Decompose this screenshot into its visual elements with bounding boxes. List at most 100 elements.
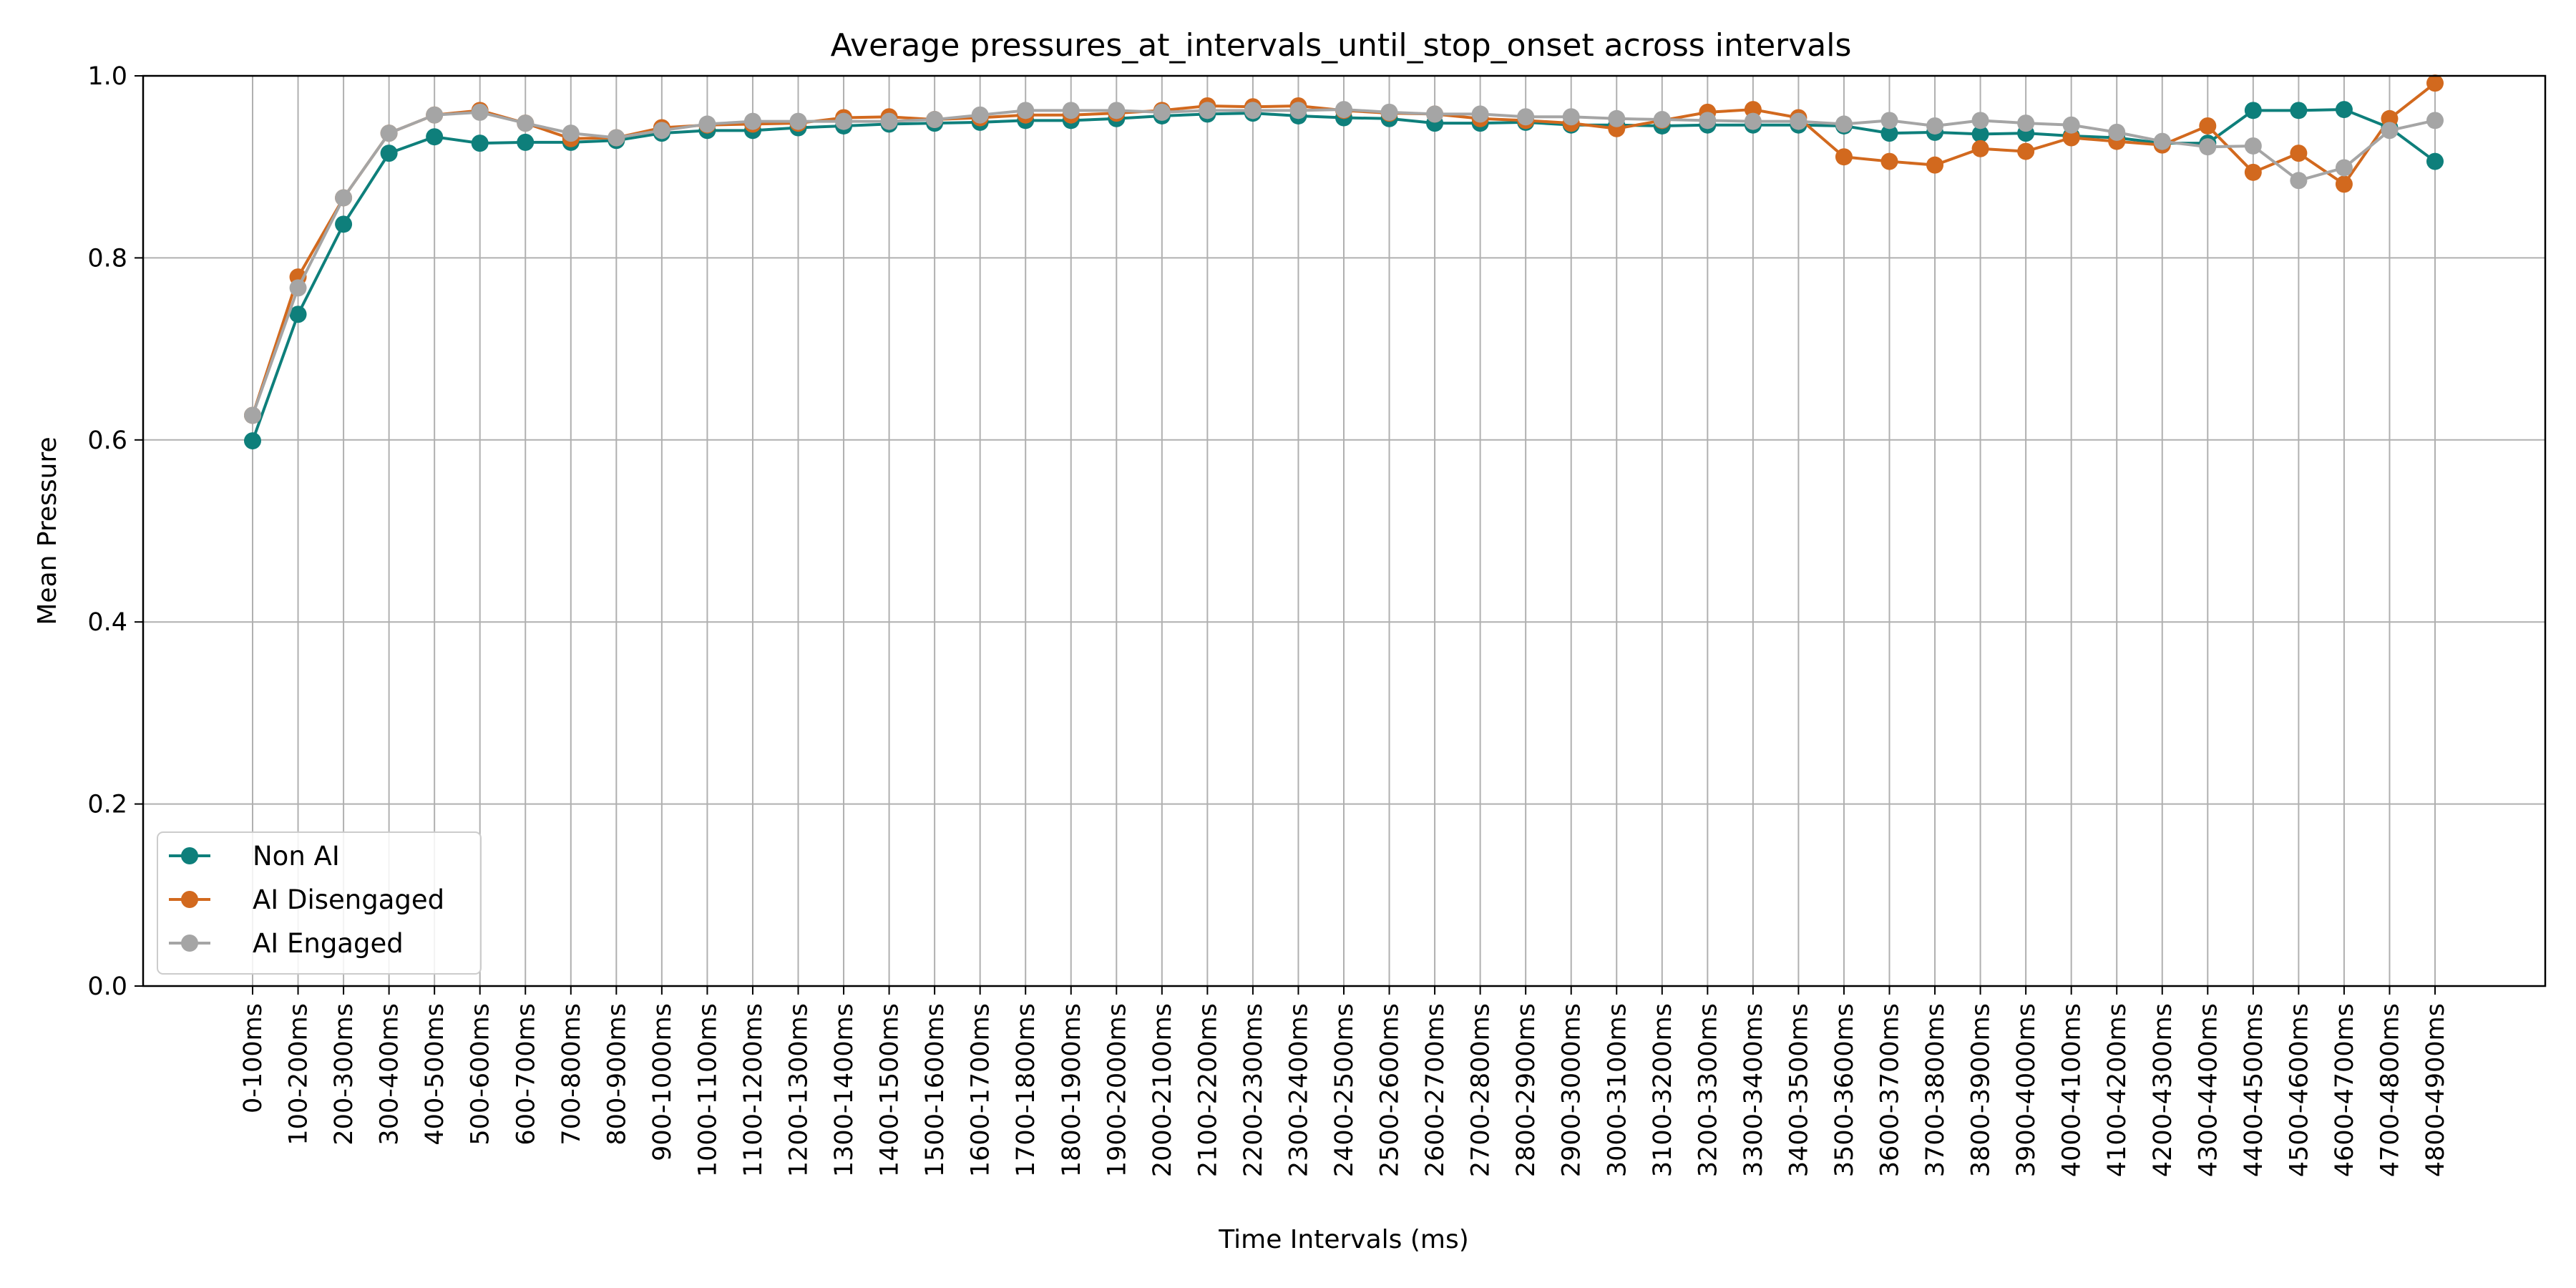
y-axis-label: Mean Pressure bbox=[33, 436, 62, 625]
data-point bbox=[380, 145, 398, 162]
data-point bbox=[2290, 172, 2308, 190]
data-point bbox=[517, 133, 535, 151]
data-point bbox=[653, 122, 670, 140]
data-point bbox=[1017, 102, 1035, 119]
data-point bbox=[1426, 105, 1444, 123]
x-tick-label: 3600-3700ms bbox=[1876, 1003, 1905, 1177]
data-point bbox=[1880, 125, 1898, 142]
data-point bbox=[1926, 156, 1944, 174]
x-tick-label: 2100-2200ms bbox=[1194, 1003, 1222, 1177]
data-point bbox=[517, 114, 535, 132]
data-point bbox=[2381, 122, 2399, 140]
series-lines bbox=[244, 74, 2444, 450]
legend-marker bbox=[181, 891, 198, 908]
x-tick-label: 200-300ms bbox=[330, 1003, 358, 1146]
data-point bbox=[1880, 152, 1898, 170]
data-point bbox=[1199, 102, 1216, 119]
x-tick-label: 2200-2300ms bbox=[1239, 1003, 1268, 1177]
data-point bbox=[1835, 115, 1853, 133]
legend-marker bbox=[181, 935, 198, 952]
x-tick-label: 2700-2800ms bbox=[1467, 1003, 1496, 1177]
x-tick-label: 1100-1200ms bbox=[739, 1003, 768, 1177]
x-tick-label: 2900-3000ms bbox=[1558, 1003, 1586, 1177]
data-point bbox=[2290, 102, 2308, 119]
data-point bbox=[2199, 117, 2217, 135]
data-point bbox=[2335, 175, 2353, 193]
data-point bbox=[471, 103, 489, 121]
data-point bbox=[2426, 152, 2444, 170]
data-point bbox=[1471, 105, 1489, 123]
x-tick-label: 1300-1400ms bbox=[830, 1003, 859, 1177]
x-tick-label: 2400-2500ms bbox=[1330, 1003, 1359, 1177]
legend-marker bbox=[181, 847, 198, 864]
x-tick-label: 500-600ms bbox=[467, 1003, 495, 1146]
data-point bbox=[1699, 112, 1717, 130]
data-point bbox=[244, 432, 261, 450]
y-axis-ticks: 0.0 0.2 0.4 0.6 0.8 1.0 bbox=[87, 62, 143, 1001]
data-point bbox=[789, 112, 807, 130]
data-point bbox=[335, 189, 353, 207]
x-tick-label: 400-500ms bbox=[421, 1003, 449, 1146]
legend-entry: AI Engaged bbox=[169, 928, 404, 959]
data-point bbox=[1380, 103, 1398, 121]
x-tick-label: 4200-4300ms bbox=[2149, 1003, 2177, 1177]
x-tick-label: 3400-3500ms bbox=[1785, 1003, 1813, 1177]
legend-label: Non AI bbox=[253, 841, 340, 872]
x-tick-label: 1000-1100ms bbox=[693, 1003, 722, 1177]
data-point bbox=[880, 112, 898, 130]
x-tick-label: 3100-3200ms bbox=[1649, 1003, 1677, 1177]
y-tick-label: 0.4 bbox=[87, 608, 127, 637]
chart-title: Average pressures_at_intervals_until_sto… bbox=[831, 27, 1852, 64]
data-point bbox=[426, 106, 444, 124]
data-point bbox=[698, 115, 716, 133]
y-tick-label: 0.2 bbox=[87, 791, 127, 819]
legend: Non AI AI Disengaged AI Engaged bbox=[157, 831, 482, 975]
x-tick-label: 800-900ms bbox=[602, 1003, 631, 1146]
x-tick-label: 700-800ms bbox=[557, 1003, 586, 1146]
x-tick-label: 1400-1500ms bbox=[876, 1003, 904, 1177]
x-tick-label: 4700-4800ms bbox=[2376, 1003, 2404, 1177]
data-point bbox=[1244, 102, 1262, 119]
x-tick-label: 3500-3600ms bbox=[1830, 1003, 1859, 1177]
legend-entry: AI Disengaged bbox=[169, 884, 444, 915]
y-tick-label: 0.8 bbox=[87, 244, 127, 273]
data-point bbox=[562, 125, 580, 142]
x-tick-label: 1700-1800ms bbox=[1012, 1003, 1040, 1177]
data-point bbox=[1926, 117, 1944, 135]
data-point bbox=[1744, 101, 1762, 119]
y-tick-label: 0.6 bbox=[87, 426, 127, 455]
data-point bbox=[1335, 101, 1352, 119]
data-point bbox=[2244, 137, 2262, 155]
data-point bbox=[2290, 145, 2308, 162]
data-point bbox=[2108, 123, 2126, 141]
x-tick-label: 1200-1300ms bbox=[785, 1003, 814, 1177]
legend-entry: Non AI bbox=[169, 841, 340, 872]
data-point bbox=[426, 128, 444, 146]
data-point bbox=[1744, 112, 1762, 130]
data-point bbox=[2017, 142, 2035, 160]
x-tick-label: 4300-4400ms bbox=[2194, 1003, 2223, 1177]
x-tick-label: 2000-2100ms bbox=[1148, 1003, 1177, 1177]
data-point bbox=[2017, 114, 2035, 132]
data-point bbox=[244, 406, 261, 424]
x-tick-label: 4600-4700ms bbox=[2331, 1003, 2359, 1177]
data-point bbox=[1790, 112, 1807, 130]
data-point bbox=[2244, 102, 2262, 119]
data-point bbox=[2062, 116, 2080, 134]
x-tick-label: 4800-4900ms bbox=[2421, 1003, 2450, 1177]
legend-frame bbox=[157, 831, 482, 975]
x-tick-label: 1900-2000ms bbox=[1103, 1003, 1131, 1177]
series-ai-engaged bbox=[244, 101, 2444, 424]
x-axis-label: Time Intervals (ms) bbox=[1218, 1225, 1469, 1254]
x-tick-label: 900-1000ms bbox=[648, 1003, 677, 1161]
data-point bbox=[743, 112, 761, 130]
x-tick-label: 4100-4200ms bbox=[2103, 1003, 2132, 1177]
data-point bbox=[289, 306, 307, 323]
data-point bbox=[1517, 108, 1535, 126]
data-point bbox=[1880, 112, 1898, 130]
data-point bbox=[608, 129, 625, 147]
data-point bbox=[2335, 159, 2353, 177]
data-point bbox=[2062, 129, 2080, 147]
x-tick-label: 1800-1900ms bbox=[1058, 1003, 1086, 1177]
